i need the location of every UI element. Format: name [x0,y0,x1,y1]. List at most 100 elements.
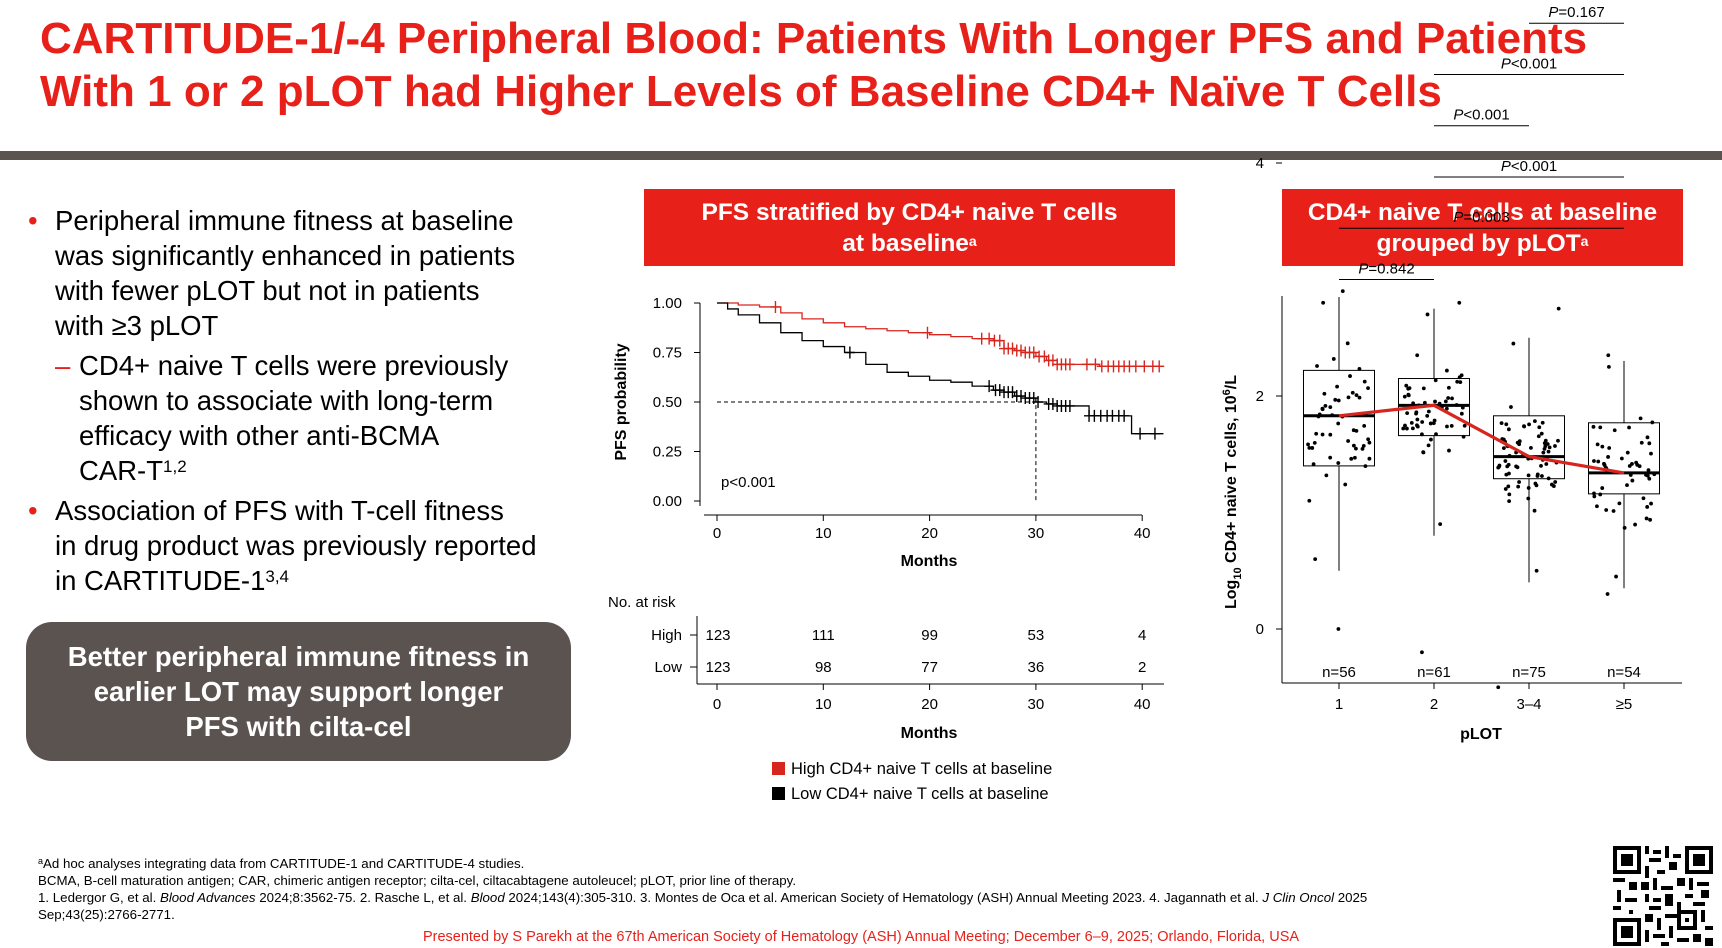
box-x-tick-label: ≥5 [1616,696,1633,713]
box-point [1545,442,1550,446]
box-point [1540,420,1545,425]
box-point [1541,450,1546,455]
box-point [1496,685,1501,690]
box-point [1542,441,1547,446]
box-point [1536,434,1541,439]
box-point [1411,401,1416,406]
box-point [1322,391,1327,396]
comparison-p-value: P=0.167 [1548,4,1604,21]
box-point [1306,442,1310,447]
km-censor-high [1064,358,1075,371]
box-point [1362,423,1367,428]
box-point [1604,508,1609,512]
box-point [1630,478,1635,483]
box-point [1460,405,1465,410]
km-y-axis-label: PFS probability [613,343,630,460]
risk-value: 36 [1028,659,1045,676]
box-point [1551,484,1556,488]
box-point [1606,455,1610,459]
ref-sup: 1,2 [163,457,187,476]
box-point [1526,486,1531,490]
box-point [1614,574,1618,579]
comparison-p-value: P<0.001 [1501,55,1557,72]
box-point [1506,427,1511,432]
box-point [1307,445,1312,450]
bullet-pfs-association: Association of PFS with T-cell fitness i… [26,493,586,598]
risk-value: 123 [705,659,730,676]
box-point [1328,455,1333,460]
box-point [1649,451,1653,456]
box-point [1415,424,1420,429]
risk-value: 99 [921,627,938,644]
box-point [1361,444,1366,448]
box-x-axis-label: pLOT [1460,726,1502,743]
title-line-1: CARTITUDE-1/-4 Peripheral Blood: Patient… [40,14,1588,63]
box-point [1600,444,1605,449]
box-point [1420,420,1425,424]
box-point [1619,456,1624,461]
box-point [1606,353,1611,358]
km-y-tick-label: 0.00 [653,493,682,510]
box-point [1443,399,1448,404]
km-y-tick-label: 0.75 [653,345,682,362]
box-point [1600,486,1605,490]
box-point [1652,472,1657,477]
box-point [1307,498,1312,503]
box-point [1354,393,1359,398]
box-point [1598,425,1603,430]
box-point [1639,440,1644,445]
box-point [1532,419,1537,424]
footnote-a: aAd hoc analyses integrating data from C… [38,856,525,871]
box-point [1354,446,1358,451]
km-x-tick-label: 0 [713,525,721,542]
risk-value: 4 [1138,627,1146,644]
box-point [1648,517,1653,522]
box-point [1426,409,1431,414]
box-point [1612,428,1617,433]
risk-x-tick-label: 10 [815,696,832,713]
box-point [1367,440,1372,445]
box-point [1321,300,1326,305]
km-censor-low [1119,409,1130,422]
box-point [1410,426,1415,431]
box-point [1320,432,1325,437]
box-point [1649,501,1653,506]
box-point [1445,424,1449,429]
box-point [1644,472,1648,477]
box-point [1425,413,1430,418]
box-point [1556,438,1560,443]
box-point [1527,422,1531,427]
box-point [1556,306,1561,311]
box-point [1449,423,1454,428]
box-point [1529,445,1533,450]
box-point [1504,472,1509,477]
km-curve-high [717,302,1164,368]
risk-value: 123 [705,627,730,644]
km-curve-low [717,302,1164,435]
box-point [1450,396,1454,401]
box-point [1539,431,1544,436]
box-point [1405,426,1409,431]
box-point [1324,473,1329,478]
risk-value: 111 [812,627,835,644]
km-censor-high [1007,342,1018,355]
box-point [1401,426,1406,431]
pfs-panel-header: PFS stratified by CD4+ naive T cells at b… [644,189,1175,266]
box-point [1352,455,1357,460]
box-point [1461,434,1466,439]
qr-code-icon[interactable] [1613,846,1713,946]
box-point [1315,364,1319,368]
box-point [1539,463,1543,468]
box-point [1622,525,1627,530]
km-censor-low [984,380,995,393]
box-point [1522,424,1527,429]
box-y-tick-label: 4 [1256,155,1264,172]
box-point [1345,341,1350,346]
key-message-callout: Better peripheral immune fitness in earl… [26,622,571,761]
risk-value: 53 [1028,627,1045,644]
box-point [1323,403,1328,408]
box-point [1534,483,1539,488]
box-point [1532,508,1537,513]
box-point [1647,476,1652,481]
box-point [1526,473,1531,478]
